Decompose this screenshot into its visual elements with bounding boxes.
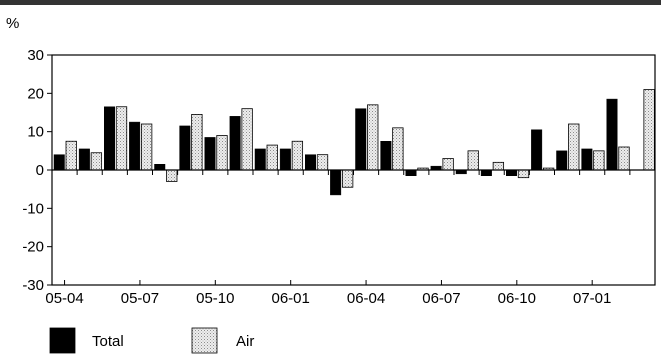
legend-label-air: Air <box>236 333 254 350</box>
x-tick-label: 05-10 <box>196 290 234 307</box>
bar-total <box>129 121 141 171</box>
bar-air <box>90 152 103 171</box>
bar-air <box>442 158 454 171</box>
x-tick-label: 07-01 <box>573 290 611 307</box>
bar-air <box>593 150 605 171</box>
bar-total <box>556 150 568 171</box>
y-tick-label: 30 <box>27 47 44 64</box>
x-tick-label: 06-04 <box>347 290 385 307</box>
bar-air <box>140 123 153 171</box>
x-tick-label: 06-07 <box>422 290 460 307</box>
bar-total <box>531 129 543 171</box>
bar-total <box>581 148 593 171</box>
bar-total <box>405 169 417 176</box>
bar-air <box>191 114 203 171</box>
bar-air <box>241 108 253 171</box>
bar-total <box>229 116 241 171</box>
bar-total <box>53 154 65 171</box>
y-tick-label: 0 <box>36 162 44 179</box>
legend-label-total: Total <box>92 333 124 350</box>
unit-label: % <box>6 15 19 32</box>
bar-air <box>266 144 278 171</box>
x-tick-label: 05-07 <box>121 290 159 307</box>
x-axis: 05-04 05-07 05-10 06-01 06-04 06-07 06-10 07-01 <box>45 170 656 307</box>
bar-air <box>643 89 655 171</box>
bar-total <box>305 154 316 171</box>
y-tick-label: 20 <box>27 85 44 102</box>
bar-total <box>179 125 191 171</box>
bar-total <box>279 148 291 171</box>
bar-total <box>330 169 342 196</box>
bar-air <box>517 169 530 179</box>
bar-air <box>316 154 329 171</box>
y-axis: 30 20 10 0 -10 -20 -30 <box>22 47 52 294</box>
bar-air <box>291 140 304 171</box>
y-tick-label: -30 <box>22 277 44 294</box>
bars <box>53 89 655 196</box>
bar-total <box>78 148 90 171</box>
bar-total <box>254 148 266 171</box>
x-tick-label: 06-01 <box>272 290 310 307</box>
y-tick-label: -10 <box>22 200 44 217</box>
bar-air <box>467 150 479 171</box>
bar-air <box>166 169 178 182</box>
x-tick-label: 05-04 <box>45 290 83 307</box>
legend-swatch-air <box>191 327 218 354</box>
bar-air <box>341 169 354 188</box>
legend: Total Air <box>49 327 254 354</box>
bar-total <box>104 106 115 171</box>
bar-air <box>392 127 404 171</box>
bar-air <box>65 140 77 171</box>
top-rule <box>0 0 661 5</box>
bar-total <box>204 137 216 171</box>
bar-total <box>480 169 492 176</box>
bar-total <box>506 169 517 176</box>
legend-swatch-total <box>49 327 76 354</box>
bar-air <box>216 135 228 171</box>
y-tick-label: -20 <box>22 239 44 256</box>
bar-total <box>380 141 392 171</box>
bar-air <box>568 123 580 171</box>
bar-air <box>367 104 379 171</box>
y-tick-label: 10 <box>27 124 44 141</box>
bar-total <box>355 108 367 171</box>
bar-air <box>618 146 630 171</box>
bar-air <box>115 106 128 171</box>
bar-total <box>154 164 166 171</box>
bar-air <box>492 161 505 171</box>
x-tick-label: 06-10 <box>498 290 536 307</box>
bar-total <box>606 98 618 171</box>
